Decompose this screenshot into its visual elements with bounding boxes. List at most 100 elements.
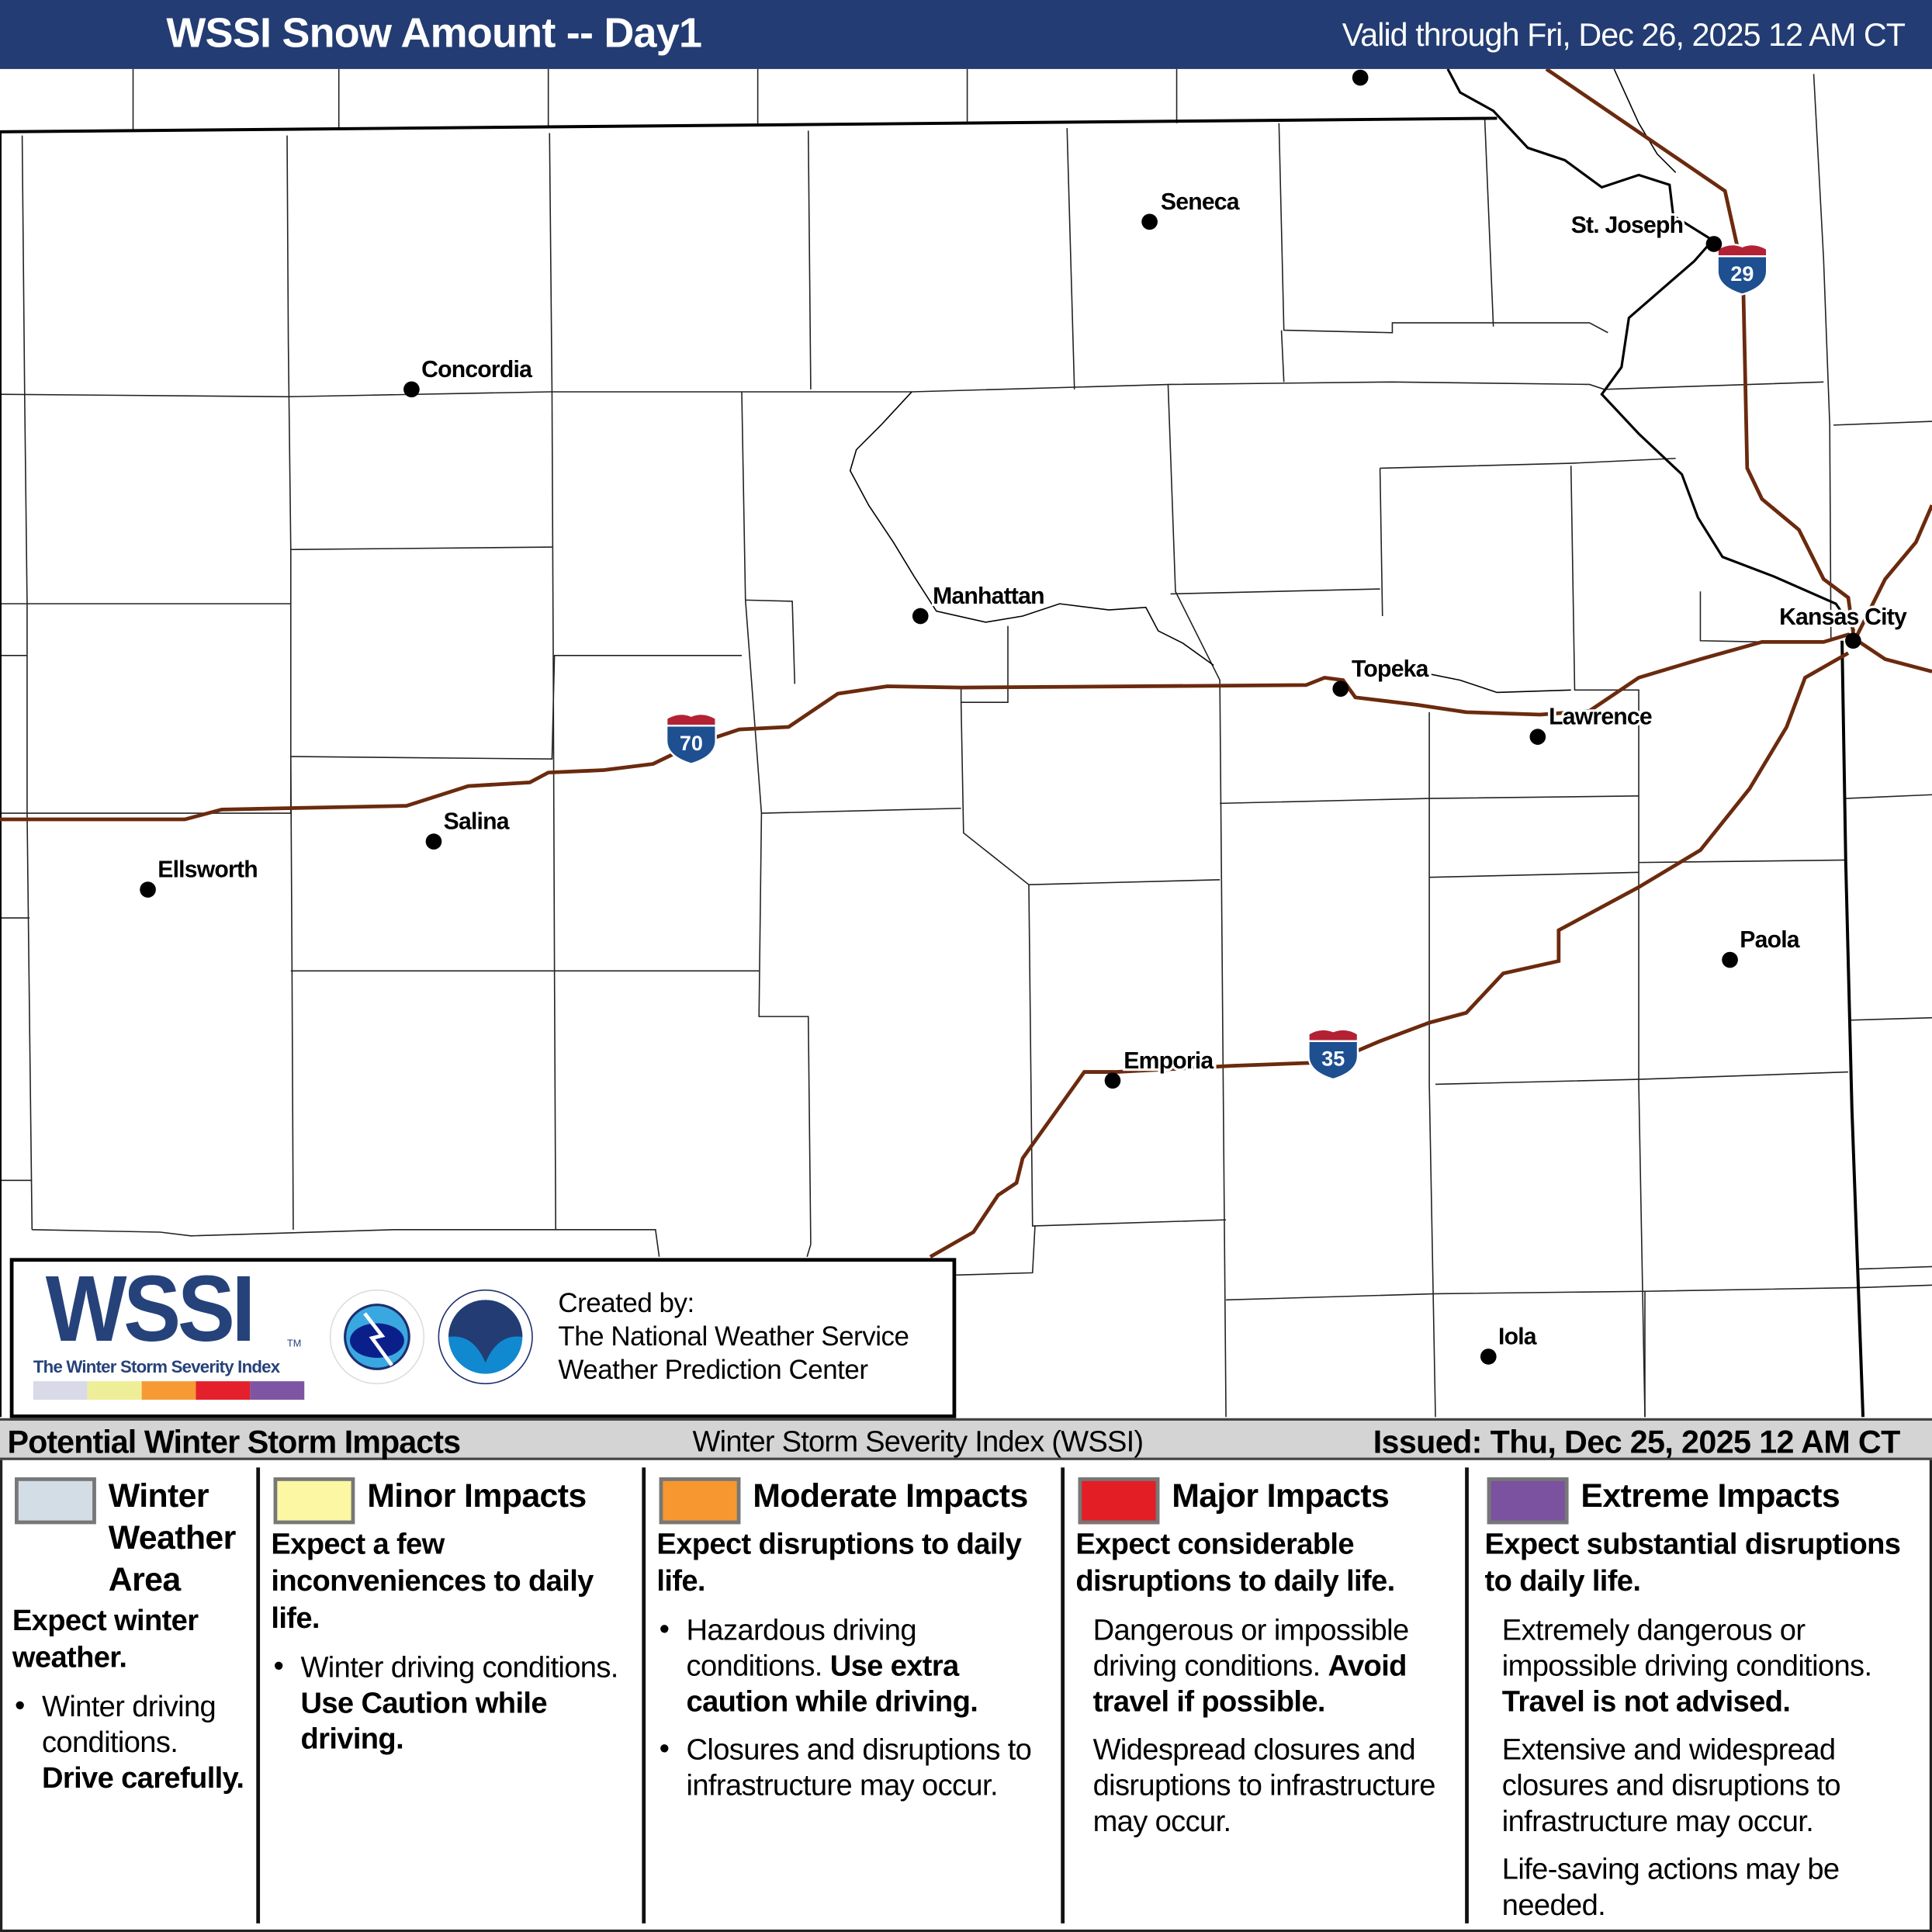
org-wpc: Weather Prediction Center [558,1354,868,1385]
column-divider [642,1467,646,1923]
detail-text: Widespread closures and disruptions to i… [1092,1733,1436,1839]
impact-summary: Expect a few inconveniences to daily lif… [271,1528,594,1636]
detail-advice: Drive carefully. [41,1761,244,1795]
impact-summary: Expect considerable disruptions to daily… [1075,1528,1395,1598]
impact-description: Expect a few inconveniences to daily lif… [271,1527,640,1757]
detail-text: Closures and disruptions to infrastructu… [686,1733,1032,1803]
cities: Seneca St. Joseph Concordia Manhattan Kansas… [140,69,1910,1365]
city-dot [1332,680,1349,698]
color-bar-segment [87,1381,142,1400]
city-st-joseph: St. Joseph [1569,210,1723,252]
city-seneca: Seneca [1141,187,1243,230]
city-label: St. Joseph [1571,213,1684,238]
city-dot [403,381,420,398]
detail-text: Life-saving actions may be needed. [1501,1853,1840,1923]
impact-detail: Life-saving actions may be needed. [1485,1852,1929,1923]
city-label: Emporia [1124,1048,1214,1074]
city-dot [425,833,442,850]
legend-column-winter-weather-area: Winter Weather Area Expect winter weather… [12,1465,256,1923]
city-dot [1104,1072,1121,1089]
city-concordia: Concordia [403,355,535,398]
city-ellsworth: Ellsworth [140,854,261,898]
city-label: Kansas City [1779,604,1907,630]
impact-detail: Widespread closures and disruptions to i… [1075,1733,1463,1840]
city-label: Topeka [1352,656,1429,682]
wssi-tm: TM [287,1338,302,1349]
impact-detail: Extensive and widespread closures and di… [1485,1733,1929,1840]
valid-time: Valid through Fri, Dec 26, 2025 12 AM CT [1342,16,1906,54]
legend-header: Potential Winter Storm Impacts Winter St… [0,1418,1932,1460]
impact-description: Expect winter weather. Winter driving con… [12,1603,256,1796]
detail-advice: Use extra caution while driving. [686,1650,978,1719]
city-label: Salina [444,809,510,835]
rivers [1446,68,1856,632]
city-dot [1845,632,1861,649]
wssi-color-bar [33,1381,305,1400]
city-iola: Iola [1480,1321,1540,1365]
column-divider [1465,1467,1469,1923]
detail-text: Extremely dangerous or impossible drivin… [1501,1614,1872,1684]
detail-text: Winter driving conditions. [300,1650,618,1684]
impact-detail: Winter driving conditions. Use Caution w… [271,1649,640,1757]
city-dot [1480,1349,1497,1365]
city-dot [1722,951,1738,968]
city-salina: Salina [425,807,513,850]
impact-title: Extreme Impacts [1581,1477,1840,1515]
detail-advice: Use Caution while driving. [300,1686,547,1756]
legend-index-name: Winter Storm Severity Index (WSSI) [692,1425,1144,1459]
city-label: Concordia [421,357,532,383]
city-label: Manhattan [933,583,1044,609]
city-dot [1352,69,1369,86]
impact-title: Major Impacts [1172,1477,1390,1515]
detail-text: Winter driving conditions. [41,1690,216,1760]
org-nws: The National Weather Service [558,1321,909,1352]
state-borders [0,116,1865,1418]
detail-text: Hazardous driving conditions. [686,1614,917,1684]
interstate-70-shield-icon: 70 [665,712,717,765]
impact-detail: Closures and disruptions to infrastructu… [656,1731,1057,1804]
interstate-35-shield-icon: 35 [1307,1028,1359,1081]
interstate-29-shield-icon: 29 [1716,243,1768,296]
agency-logos [329,1289,533,1385]
color-bar-segment [141,1381,196,1400]
city-dot [912,608,929,625]
credits-box: WSSI TM The Winter Storm Severity Index … [9,1256,957,1418]
city-kansas-city: Kansas City [1777,602,1910,649]
city-emporia: Emporia [1104,1046,1217,1089]
legend-column-minor-impacts: Minor Impacts Expect a few inconveniences… [271,1465,640,1923]
legend-column-moderate-impacts: Moderate Impacts Expect disruptions to da… [656,1465,1057,1923]
impact-summary: Expect substantial disruptions to daily … [1484,1528,1901,1598]
impact-legend: Winter Weather Area Expect winter weather… [0,1459,1932,1932]
color-swatch [273,1477,355,1525]
i-70-route [0,632,1932,822]
issued-time: Issued: Thu, Dec 25, 2025 12 AM CT [1373,1423,1901,1460]
impact-detail: Dangerous or impossible driving conditio… [1075,1613,1463,1720]
impact-title: Winter Weather Area [108,1477,237,1598]
impact-title: Minor Impacts [367,1477,587,1515]
city-label: Seneca [1161,189,1240,215]
city-label: Iola [1498,1324,1537,1350]
color-swatch [15,1477,96,1525]
city-lawrence: Lawrence [1529,702,1655,745]
color-bar-segment [196,1381,251,1400]
i-29-route [1545,68,1932,647]
shield-number: 29 [1730,262,1754,286]
city-dot [140,881,156,898]
color-swatch [659,1477,741,1525]
i-35-route [929,651,1850,1259]
nws-logo-icon [329,1289,425,1385]
created-by: Created by: The National Weather Service… [558,1286,909,1387]
city-manhattan: Manhattan [912,581,1047,625]
noaa-logo-icon [438,1289,533,1385]
impact-detail: Winter driving conditions. Drive careful… [12,1688,256,1796]
city-dot [1141,213,1158,230]
detail-advice: Avoid travel if possible. [1092,1650,1407,1719]
city-label: Ellsworth [158,857,258,883]
wssi-logo: WSSI [45,1256,256,1362]
detail-advice: Travel is not advised. [1501,1685,1791,1719]
column-divider [1061,1467,1065,1923]
city-topeka: Topeka [1332,654,1432,698]
impact-summary: Expect disruptions to daily life. [656,1528,1022,1598]
wssi-subtitle: The Winter Storm Severity Index [33,1356,280,1376]
